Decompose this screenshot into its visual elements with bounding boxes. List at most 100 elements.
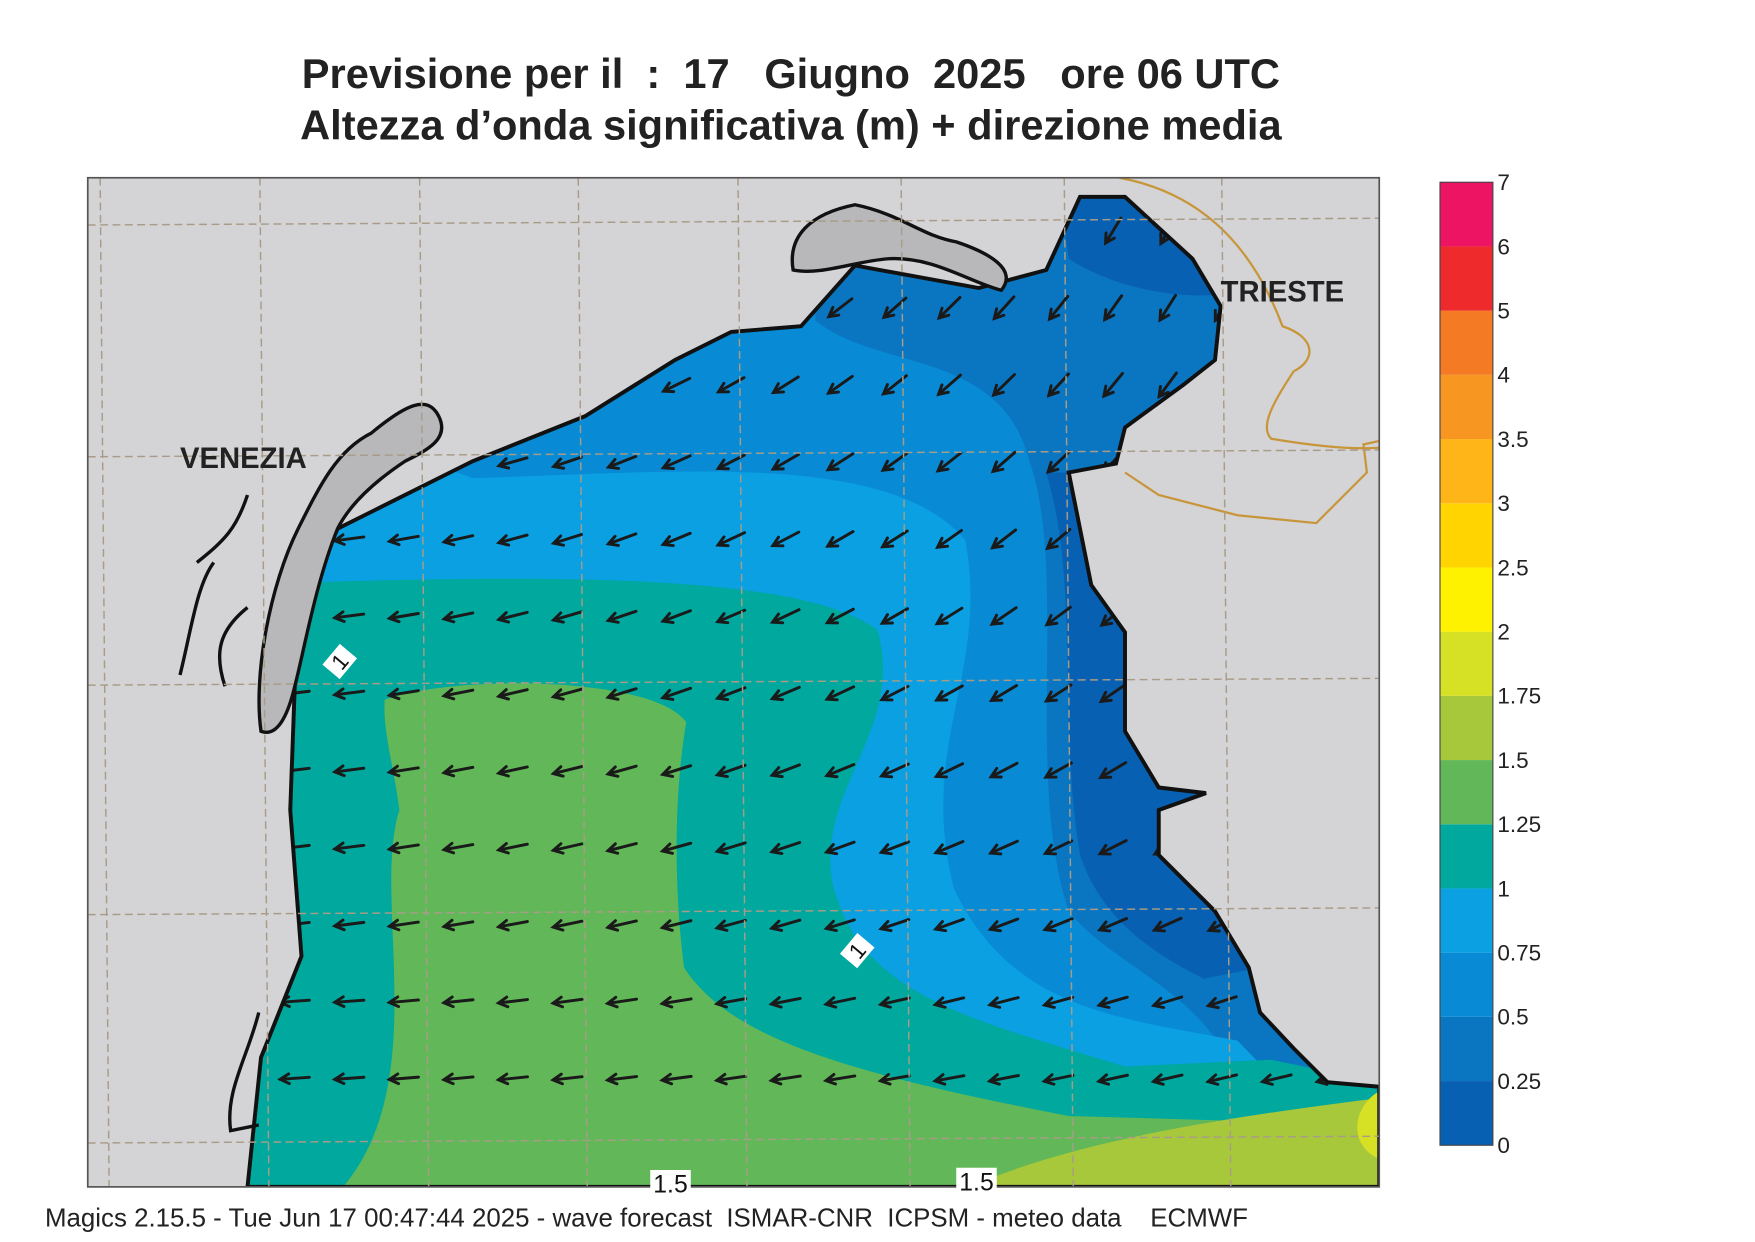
direction-arrow bbox=[1096, 917, 1129, 933]
colorbar-label: 5 bbox=[1497, 299, 1510, 324]
direction-arrow bbox=[824, 607, 855, 625]
direction-arrow bbox=[934, 684, 964, 702]
direction-arrow bbox=[550, 610, 584, 624]
colorbar-label: 1.75 bbox=[1497, 684, 1541, 709]
direction-arrow bbox=[824, 763, 856, 779]
direction-arrow bbox=[659, 841, 693, 855]
direction-arrow bbox=[934, 606, 964, 626]
direction-arrow bbox=[605, 455, 638, 470]
direction-arrow bbox=[1097, 839, 1128, 856]
direction-arrow bbox=[879, 607, 910, 625]
direction-arrow bbox=[495, 765, 529, 778]
contour-text: 1.5 bbox=[959, 1169, 993, 1196]
direction-arrow bbox=[880, 529, 909, 549]
colorbar-swatch bbox=[1440, 567, 1493, 632]
colorbar-label: 0.25 bbox=[1497, 1069, 1541, 1094]
direction-arrow bbox=[1158, 293, 1177, 323]
label-box bbox=[650, 1170, 691, 1195]
direction-arrow bbox=[659, 686, 692, 701]
direction-arrow bbox=[935, 529, 963, 550]
direction-arrow bbox=[715, 531, 746, 548]
direction-arrow bbox=[1205, 1073, 1239, 1086]
direction-arrow bbox=[441, 687, 475, 701]
direction-arrow bbox=[550, 455, 583, 470]
colorbar-label: 4 bbox=[1497, 363, 1510, 388]
direction-arrow bbox=[331, 1072, 366, 1086]
direction-arrow bbox=[605, 532, 638, 547]
direction-arrow bbox=[932, 917, 965, 933]
colorbar-swatch bbox=[1440, 182, 1493, 247]
colorbar-swatch bbox=[1440, 760, 1493, 825]
direction-arrow bbox=[987, 839, 1019, 856]
direction-arrow bbox=[1041, 995, 1075, 1009]
direction-arrow bbox=[1043, 683, 1073, 703]
direction-arrow bbox=[769, 608, 801, 625]
lagoon bbox=[257, 402, 444, 734]
contour-label: 1 bbox=[322, 643, 358, 680]
direction-arrow bbox=[549, 1072, 584, 1086]
direction-arrow bbox=[986, 1073, 1020, 1086]
grid-line bbox=[99, 177, 110, 1187]
direction-arrow bbox=[495, 688, 529, 701]
footer: Magics 2.15.5 - Tue Jun 17 00:47:44 2025… bbox=[45, 1204, 1248, 1232]
direction-arrow bbox=[659, 995, 693, 1009]
direction-arrow bbox=[1044, 605, 1072, 627]
direction-arrow bbox=[714, 841, 747, 855]
grid-line bbox=[1221, 177, 1232, 1187]
direction-arrow bbox=[768, 918, 802, 932]
direction-arrow bbox=[277, 1072, 311, 1086]
grid-line bbox=[87, 677, 1380, 686]
grid-line bbox=[87, 217, 1380, 226]
direction-arrow bbox=[1259, 1073, 1293, 1086]
label-box bbox=[839, 933, 875, 969]
direction-arrow bbox=[1043, 761, 1073, 779]
colorbar-label: 3 bbox=[1497, 491, 1510, 516]
direction-arrow bbox=[495, 533, 529, 547]
label-box bbox=[322, 643, 358, 680]
direction-arrow bbox=[769, 763, 801, 779]
direction-arrow bbox=[495, 842, 529, 855]
contour-text: 1.5 bbox=[653, 1172, 687, 1199]
direction-arrow bbox=[1098, 683, 1127, 704]
direction-arrow bbox=[495, 1072, 530, 1086]
colorbar-label: 1.25 bbox=[1497, 812, 1541, 837]
colorbar-swatch bbox=[1440, 695, 1493, 761]
city-label: VENEZIA bbox=[180, 443, 307, 475]
colorbar-swatch bbox=[1440, 631, 1493, 696]
direction-arrow bbox=[550, 765, 584, 778]
direction-arrow bbox=[878, 918, 911, 933]
direction-arrow bbox=[1101, 371, 1124, 399]
direction-arrow bbox=[714, 918, 747, 932]
direction-arrow bbox=[714, 763, 747, 778]
colorbar-swatch bbox=[1440, 824, 1493, 889]
direction-arrow bbox=[386, 764, 420, 778]
colorbar: 0 0.25 0.5 0.75 1 1.25 1.5 1.75 2 2.5 3 3.5 4 5 6 7 bbox=[1439, 170, 1541, 1158]
direction-arrow bbox=[878, 762, 910, 779]
direction-arrow bbox=[550, 687, 584, 701]
colorbar-swatch bbox=[1440, 439, 1493, 504]
direction-arrow bbox=[770, 530, 801, 548]
direction-arrow bbox=[441, 841, 475, 855]
direction-arrow bbox=[331, 533, 366, 546]
direction-arrow bbox=[1042, 917, 1074, 933]
direction-arrow bbox=[331, 841, 366, 855]
direction-arrow bbox=[769, 685, 801, 702]
direction-arrow bbox=[440, 995, 475, 1009]
direction-arrow bbox=[604, 842, 638, 855]
direction-arrow bbox=[823, 996, 857, 1009]
direction-arrow bbox=[713, 1072, 748, 1086]
direction-arrow bbox=[826, 297, 854, 319]
direction-arrow bbox=[386, 1072, 420, 1086]
direction-arrow bbox=[824, 685, 856, 702]
direction-arrow bbox=[495, 456, 529, 470]
direction-arrow bbox=[660, 376, 692, 394]
map-frame bbox=[86, 176, 1381, 1188]
title-line-2: Altezza d’onda significativa (m) + direz… bbox=[300, 102, 1282, 149]
colorbar-swatch bbox=[1440, 246, 1493, 311]
colorbar-swatch bbox=[1440, 1081, 1493, 1146]
direction-arrow bbox=[386, 610, 420, 624]
grid-line bbox=[900, 177, 911, 1187]
lagoon bbox=[790, 203, 1008, 293]
